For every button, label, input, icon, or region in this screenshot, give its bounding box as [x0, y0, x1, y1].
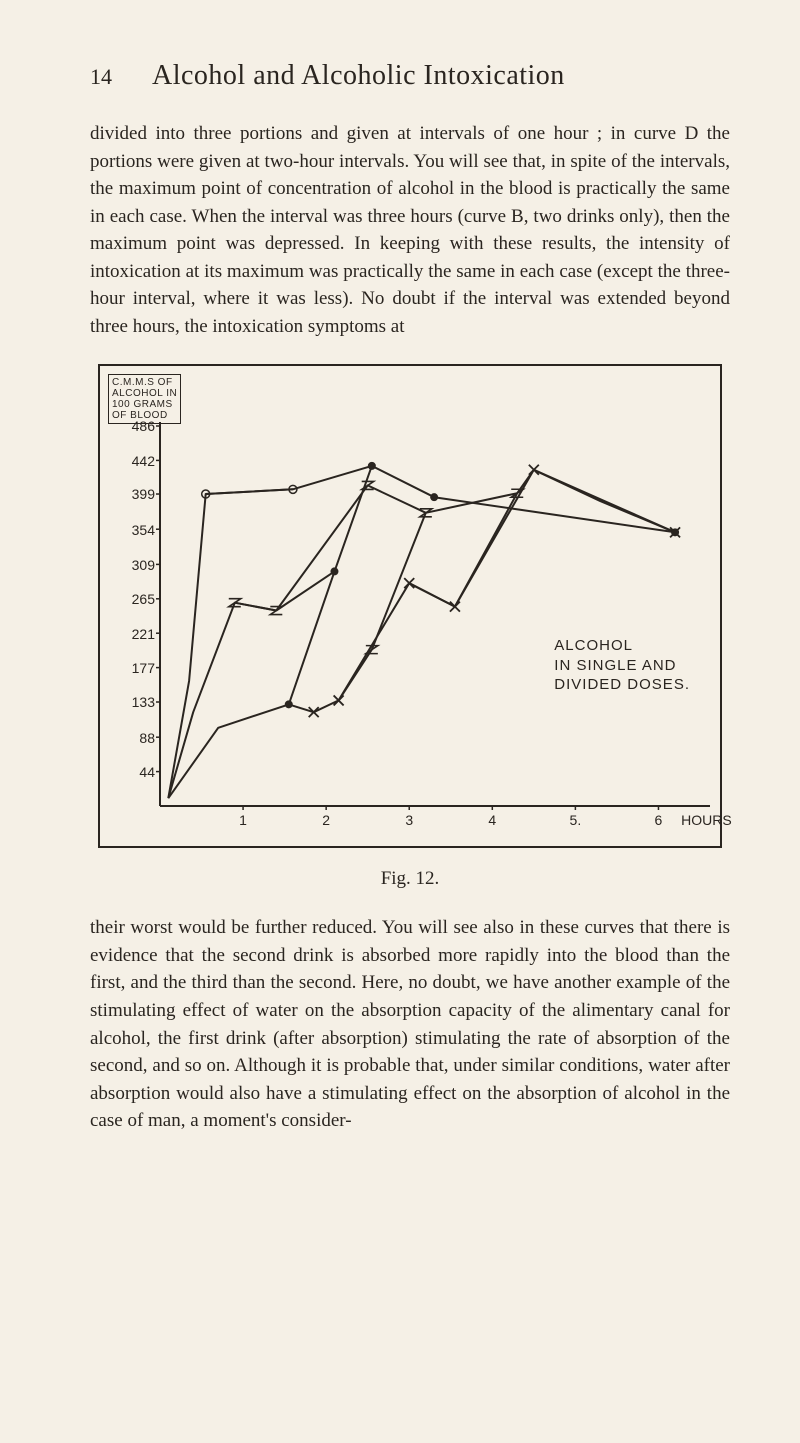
chart-marker-x	[334, 696, 344, 706]
page: 14 Alcohol and Alcoholic Intoxication di…	[0, 0, 800, 1443]
chart-series-curve-z-high	[235, 486, 517, 611]
x-tick-label: 6	[648, 812, 668, 828]
chart-series-curve-A-left	[168, 466, 371, 798]
chart-series-curve-D-rise-2	[339, 513, 426, 701]
page-number: 14	[90, 64, 112, 90]
chart-marker-x	[309, 708, 319, 718]
y-tick-label: 88	[115, 730, 155, 746]
y-tick-label: 177	[115, 660, 155, 676]
page-title: Alcohol and Alcoholic Intoxication	[152, 60, 565, 92]
chart-marker-x	[404, 579, 414, 589]
y-tick-label: 221	[115, 626, 155, 642]
paragraph-2: their worst would be further reduced. Yo…	[90, 914, 730, 1134]
chart-marker-circle-filled	[368, 462, 376, 470]
y-tick-label: 399	[115, 486, 155, 502]
page-header: 14 Alcohol and Alcoholic Intoxication	[90, 60, 730, 92]
chart-series-curve-C-mid	[168, 705, 313, 799]
y-tick-label: 309	[115, 557, 155, 573]
chart-series-curve-E-rise-3	[409, 494, 517, 607]
y-tick-label: 265	[115, 591, 155, 607]
y-tick-label: 133	[115, 694, 155, 710]
x-tick-label: 5.	[565, 812, 585, 828]
x-tick-label: 3	[399, 812, 419, 828]
x-tick-label: 1	[233, 812, 253, 828]
chart-marker-x	[450, 602, 460, 612]
y-tick-label: 486	[115, 418, 155, 434]
alcohol-chart: C.M.M.S OFALCOHOL IN100 GRAMSOF BLOOD 48…	[98, 364, 722, 848]
chart-marker-circle-filled	[430, 494, 438, 502]
x-axis-suffix: HOURS	[676, 812, 736, 828]
figure-caption: Fig. 12.	[90, 868, 730, 890]
y-tick-label: 44	[115, 764, 155, 780]
chart-inner-label: ALCOHOLIN SINGLE ANDDIVIDED DOSES.	[554, 636, 690, 695]
y-tick-label: 442	[115, 453, 155, 469]
x-tick-label: 2	[316, 812, 336, 828]
y-tick-label: 354	[115, 522, 155, 538]
paragraph-1: divided into three portions and given at…	[90, 120, 730, 340]
chart-marker-x	[529, 465, 539, 475]
x-tick-label: 4	[482, 812, 502, 828]
chart-marker-circle-filled	[285, 701, 293, 709]
chart-svg	[100, 366, 720, 846]
chart-marker-circle-filled	[330, 568, 338, 576]
chart-series-curve-F-top-right	[517, 470, 675, 533]
